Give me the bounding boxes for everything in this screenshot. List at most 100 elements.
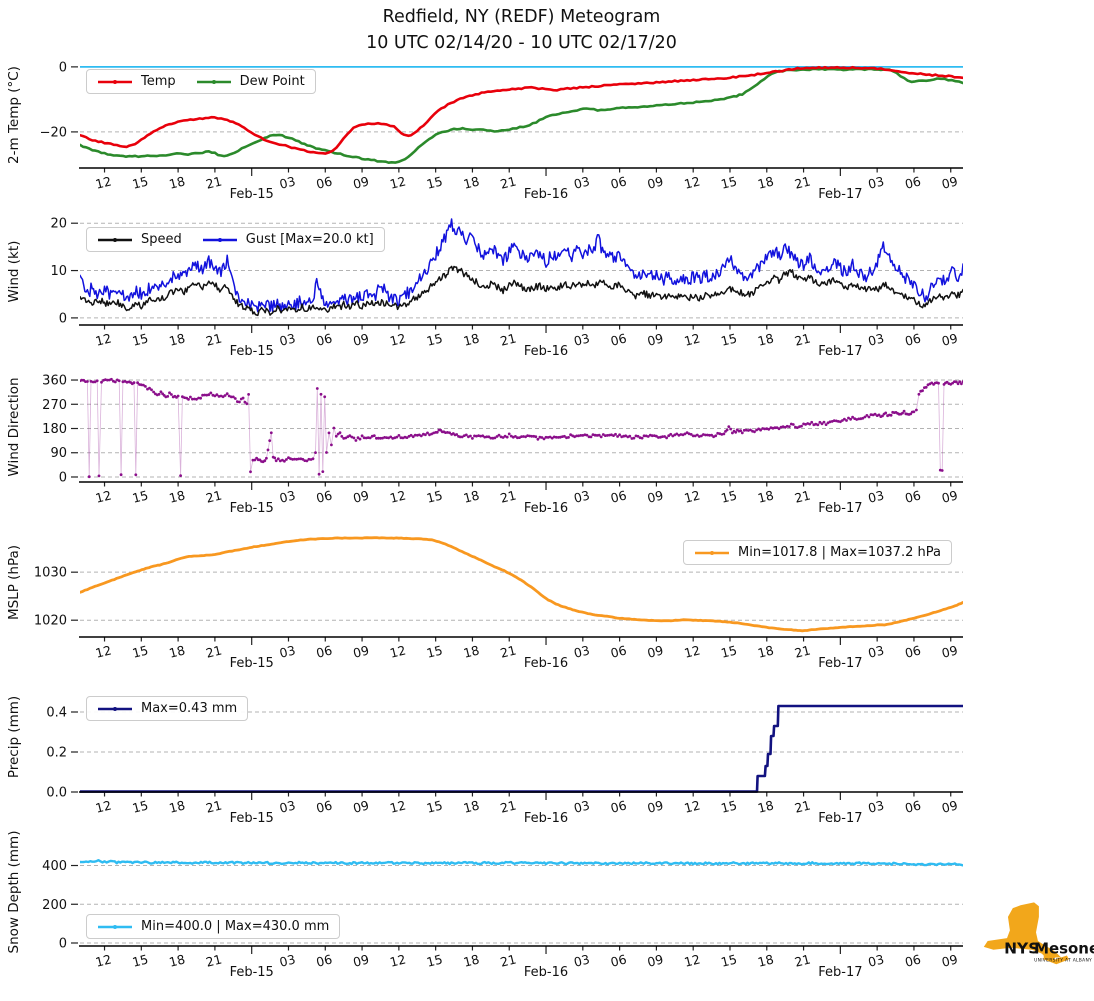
x-tick-label: 21 bbox=[793, 173, 812, 191]
x-tick-label: 18 bbox=[756, 173, 775, 191]
y-tick-label: 400 bbox=[42, 859, 67, 874]
x-tick-label: 21 bbox=[204, 487, 223, 505]
x-tick-label: 21 bbox=[204, 642, 223, 660]
legend-line-sample bbox=[202, 237, 237, 242]
long-island-shape bbox=[1043, 955, 1069, 965]
x-tick-label: 09 bbox=[646, 330, 665, 348]
x-tick-label: 09 bbox=[646, 951, 665, 969]
x-tick-label: 18 bbox=[167, 487, 186, 505]
x-tick-label: 18 bbox=[462, 173, 481, 191]
x-tick-label: 18 bbox=[167, 642, 186, 660]
x-tick-label: 03 bbox=[278, 173, 297, 191]
legend-precip: Max=0.43 mm bbox=[86, 696, 249, 721]
x-tick-label: 12 bbox=[683, 642, 702, 660]
y-tick-label: 200 bbox=[42, 898, 67, 913]
x-tick-label: 03 bbox=[867, 951, 886, 969]
legend-entry: Dew Point bbox=[196, 74, 305, 89]
x-tick-label: 06 bbox=[315, 173, 334, 191]
x-tick-label: 06 bbox=[315, 797, 334, 815]
y-tick-label: 10 bbox=[50, 264, 67, 279]
x-tick-label: 21 bbox=[204, 173, 223, 191]
y-axis-label-snow-depth: Snow Depth (mm) bbox=[6, 831, 22, 954]
nys-mesonet-logo: NYS Mesonet UNIVERSITY AT ALBANY bbox=[983, 902, 1094, 965]
y-axis-label-wind: Wind (kt) bbox=[6, 241, 22, 303]
x-tick-label: 15 bbox=[131, 642, 150, 660]
legend-line-sample bbox=[695, 550, 729, 555]
panel-snow-depth: 400 200 0 12 15 18 21 Feb-15 03 06 09 12 15 18 21 Feb-1… bbox=[6, 831, 963, 980]
legend-snow-depth: Min=400.0 | Max=430.0 mm bbox=[86, 914, 341, 939]
x-tick-label: 12 bbox=[94, 797, 113, 815]
x-tick-label: 18 bbox=[167, 173, 186, 191]
x-tick-label: 09 bbox=[646, 487, 665, 505]
x-tick-label: 09 bbox=[646, 797, 665, 815]
panel-mslp: 1030 1020 12 15 18 21 Feb-15 03 06 09 12 15 18 21 Feb-… bbox=[6, 536, 963, 671]
x-tick-label: 03 bbox=[278, 330, 297, 348]
x-tick-label: 06 bbox=[903, 951, 922, 969]
x-tick-label: 09 bbox=[940, 951, 959, 969]
x-tick-label: 12 bbox=[683, 797, 702, 815]
x-tick-label: 15 bbox=[131, 173, 150, 191]
x-tick-label: 09 bbox=[646, 173, 665, 191]
panel-precip: 0.4 0.2 0.0 12 15 18 21 Feb-15 03 06 09 12 15 18 21 Feb… bbox=[6, 696, 963, 826]
panel-wind-direction: 360 270 180 90 0 12 15 18 21 Feb-15 03 06 09 12 15 18 21… bbox=[6, 374, 963, 516]
x-tick-label: 09 bbox=[940, 797, 959, 815]
x-tick-label: 21 bbox=[204, 797, 223, 815]
x-tick-label: 15 bbox=[425, 487, 444, 505]
y-tick-label: 0 bbox=[59, 936, 67, 951]
x-day-label: Feb-15 bbox=[230, 811, 274, 826]
x-tick-label: 21 bbox=[499, 330, 518, 348]
legend-label: Max=0.43 mm bbox=[141, 701, 238, 716]
x-tick-label: 18 bbox=[462, 487, 481, 505]
x-tick-label: 18 bbox=[462, 951, 481, 969]
x-day-label: Feb-16 bbox=[524, 344, 568, 359]
series-precip bbox=[80, 704, 963, 793]
y-axis-label-precip: Precip (mm) bbox=[6, 696, 22, 778]
x-tick-label: 03 bbox=[278, 797, 297, 815]
x-tick-label: 12 bbox=[683, 330, 702, 348]
x-day-label: Feb-15 bbox=[230, 501, 274, 516]
chart-title-line1: Redfield, NY (REDF) Meteogram bbox=[382, 7, 661, 27]
x-tick-label: 15 bbox=[425, 642, 444, 660]
x-tick-label: 09 bbox=[351, 487, 370, 505]
x-tick-label: 06 bbox=[315, 330, 334, 348]
x-tick-label: 21 bbox=[793, 330, 812, 348]
x-tick-label: 09 bbox=[940, 487, 959, 505]
x-tick-label: 09 bbox=[351, 330, 370, 348]
x-tick-label: 06 bbox=[315, 951, 334, 969]
y-axis-label-temp: 2-m Temp (°C) bbox=[6, 66, 22, 164]
x-tick-label: 18 bbox=[756, 487, 775, 505]
x-tick-label: 12 bbox=[683, 173, 702, 191]
x-tick-label: 06 bbox=[315, 487, 334, 505]
x-tick-label: 12 bbox=[94, 642, 113, 660]
y-tick-label: 180 bbox=[42, 422, 67, 437]
x-tick-label: 21 bbox=[499, 173, 518, 191]
x-tick-label: 03 bbox=[572, 642, 591, 660]
y-tick-label: 1030 bbox=[34, 566, 67, 581]
x-day-label: Feb-16 bbox=[524, 811, 568, 826]
x-tick-label: 03 bbox=[278, 487, 297, 505]
legend-entry: Min=1017.8 | Max=1037.2 hPa bbox=[694, 545, 941, 560]
x-tick-label: 09 bbox=[940, 173, 959, 191]
x-day-label: Feb-17 bbox=[818, 501, 862, 516]
legend-entry: Temp bbox=[97, 74, 176, 89]
x-tick-label: 06 bbox=[903, 642, 922, 660]
x-tick-label: 12 bbox=[683, 951, 702, 969]
chart-title: Redfield, NY (REDF) Meteogram 10 UTC 02/… bbox=[80, 4, 963, 57]
x-tick-label: 15 bbox=[719, 330, 738, 348]
x-tick-label: 03 bbox=[867, 797, 886, 815]
x-tick-label: 12 bbox=[388, 951, 407, 969]
legend-label: Dew Point bbox=[239, 74, 305, 89]
x-tick-label: 06 bbox=[609, 330, 628, 348]
x-tick-label: 18 bbox=[462, 797, 481, 815]
x-tick-label: 12 bbox=[388, 797, 407, 815]
x-tick-label: 18 bbox=[756, 951, 775, 969]
x-tick-label: 06 bbox=[609, 951, 628, 969]
x-day-label: Feb-17 bbox=[818, 344, 862, 359]
x-day-label: Feb-17 bbox=[818, 187, 862, 202]
panel-wind: 20 10 0 12 15 18 21 Feb-15 03 06 09 12 15 18 21 Feb-16 0… bbox=[6, 217, 963, 359]
x-tick-label: 15 bbox=[131, 330, 150, 348]
x-tick-label: 15 bbox=[719, 797, 738, 815]
x-tick-label: 09 bbox=[940, 642, 959, 660]
x-tick-label: 18 bbox=[462, 642, 481, 660]
